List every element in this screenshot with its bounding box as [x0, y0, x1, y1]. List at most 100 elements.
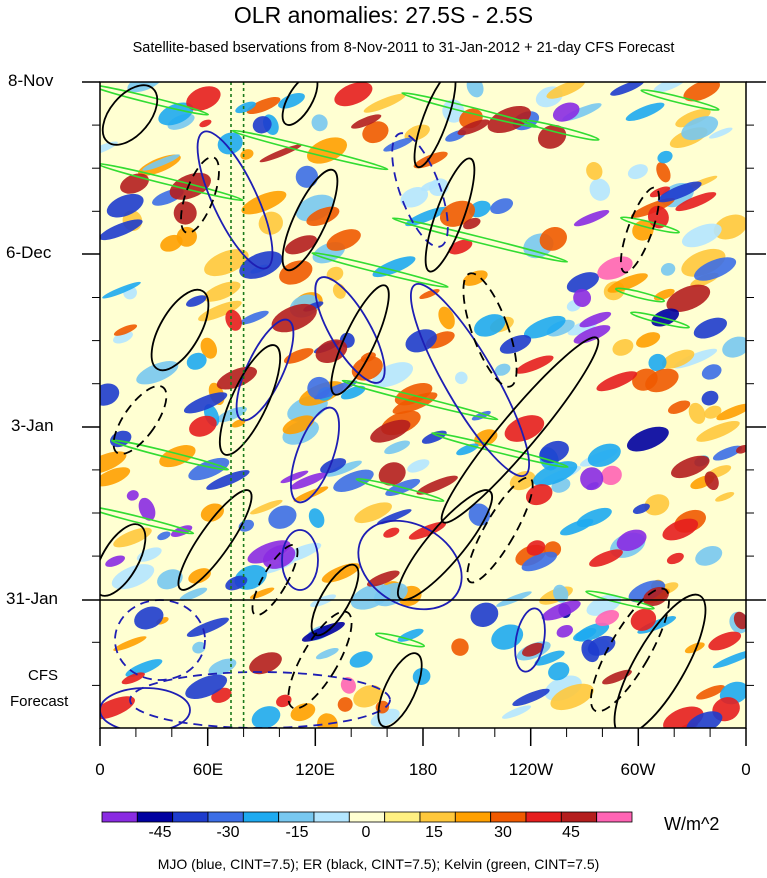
anomaly-patch — [552, 102, 580, 122]
er-contour — [287, 610, 353, 710]
colorbar-swatch — [101, 811, 138, 823]
anomaly-patch — [280, 470, 309, 484]
kelvin-contour — [630, 311, 690, 329]
mjo-contour — [281, 529, 319, 591]
anomaly-patch — [580, 467, 604, 491]
anomaly-patch — [252, 116, 272, 134]
anomaly-patch — [283, 348, 314, 364]
anomaly-patch — [716, 403, 746, 421]
kelvin-contour — [355, 477, 445, 503]
kelvin-contour — [231, 129, 389, 171]
anomaly-patch — [240, 149, 254, 160]
anomaly-patch — [546, 82, 585, 99]
anomaly-patch — [121, 672, 145, 685]
er-contour — [466, 476, 534, 584]
mjo-contour — [100, 687, 191, 728]
colorbar-tick-label: 0 — [361, 824, 371, 841]
anomaly-patch — [231, 419, 246, 428]
anomaly-patch — [573, 628, 597, 641]
anomaly-patch — [113, 324, 138, 336]
anomaly-patch — [494, 363, 511, 376]
anomaly-patch — [157, 531, 171, 541]
anomaly-patch — [100, 141, 118, 157]
anomaly-patch — [363, 93, 406, 113]
colorbar-swatch — [278, 811, 315, 823]
anomaly-patch — [351, 114, 382, 129]
anomaly-patch — [377, 509, 412, 525]
anomaly-patch — [200, 503, 224, 522]
anomaly-patch — [573, 325, 611, 344]
anomaly-patch — [595, 609, 620, 627]
anomaly-patch — [451, 638, 469, 656]
anomaly-patch — [290, 472, 327, 490]
anomaly-patch — [282, 415, 315, 435]
x-tick-label: 60W — [620, 760, 656, 779]
y-tick-label: 3-Jan — [11, 416, 54, 435]
anomaly-patch — [157, 569, 183, 590]
colorbar-swatch — [172, 811, 209, 823]
colorbar — [101, 811, 633, 823]
anomaly-patch — [279, 260, 313, 285]
anomaly-patch — [657, 181, 702, 203]
er-contour — [281, 82, 319, 126]
colorbar-swatch — [136, 811, 174, 823]
anomaly-patch — [523, 315, 566, 339]
er-contour — [413, 82, 457, 169]
anomaly-patch — [708, 631, 742, 651]
anomaly-patch — [179, 587, 208, 601]
anomaly-patch — [113, 527, 152, 548]
colorbar-swatch — [419, 811, 456, 823]
anomaly-patch — [383, 527, 400, 538]
anomaly-patch — [512, 688, 550, 707]
er-contour — [281, 168, 339, 272]
anomaly-patch — [712, 649, 746, 669]
anomaly-patch — [649, 186, 671, 198]
mjo-contour — [314, 276, 386, 384]
anomaly-patch — [627, 164, 648, 180]
anomaly-patch — [100, 467, 131, 487]
anomaly-patch — [455, 371, 468, 385]
anomaly-patch — [681, 223, 722, 248]
anomaly-patch — [188, 457, 230, 481]
anomaly-patch — [628, 580, 666, 603]
anomaly-patch — [200, 337, 218, 359]
kelvin-contour — [391, 217, 569, 263]
anomaly-patch — [625, 102, 665, 122]
mjo-contour — [235, 318, 295, 422]
anomaly-patch — [241, 190, 287, 215]
anomaly-patch — [470, 602, 499, 627]
anomaly-patch — [653, 82, 687, 93]
er-contour — [620, 186, 660, 274]
anomaly-patch — [573, 288, 592, 307]
anomaly-patch — [442, 99, 465, 123]
anomaly-patch — [378, 462, 406, 486]
er-contour — [180, 156, 220, 234]
anomaly-patch — [499, 335, 532, 354]
anomaly-patch — [412, 668, 431, 685]
colorbar-units: W/m^2 — [664, 814, 720, 834]
anomaly-patch — [696, 685, 725, 700]
anomaly-patch — [643, 586, 669, 607]
anomaly-patch — [246, 96, 281, 115]
chart-title: OLR anomalies: 27.5S - 2.5S — [233, 2, 534, 28]
anomaly-patch — [340, 385, 366, 400]
anomaly-patch — [102, 281, 141, 299]
y-tick-label: 31-Jan — [6, 589, 58, 608]
mjo-contour — [409, 283, 531, 477]
anomaly-patch — [733, 611, 746, 630]
mjo-contour — [290, 406, 340, 504]
er-contour — [251, 543, 299, 617]
mjo-contour — [196, 130, 274, 270]
anomaly-patch — [688, 402, 706, 424]
anomaly-patch — [722, 336, 746, 358]
anomaly-patch — [185, 674, 228, 699]
anomaly-patch — [490, 198, 514, 214]
anomaly-patch — [271, 303, 317, 333]
anomaly-patch — [366, 570, 400, 587]
anomaly-patch — [176, 226, 197, 247]
er-contour — [177, 489, 253, 591]
colorbar-tick-label: -15 — [285, 824, 309, 841]
anomaly-patch — [320, 458, 347, 474]
x-tick-label: 180 — [408, 760, 438, 779]
